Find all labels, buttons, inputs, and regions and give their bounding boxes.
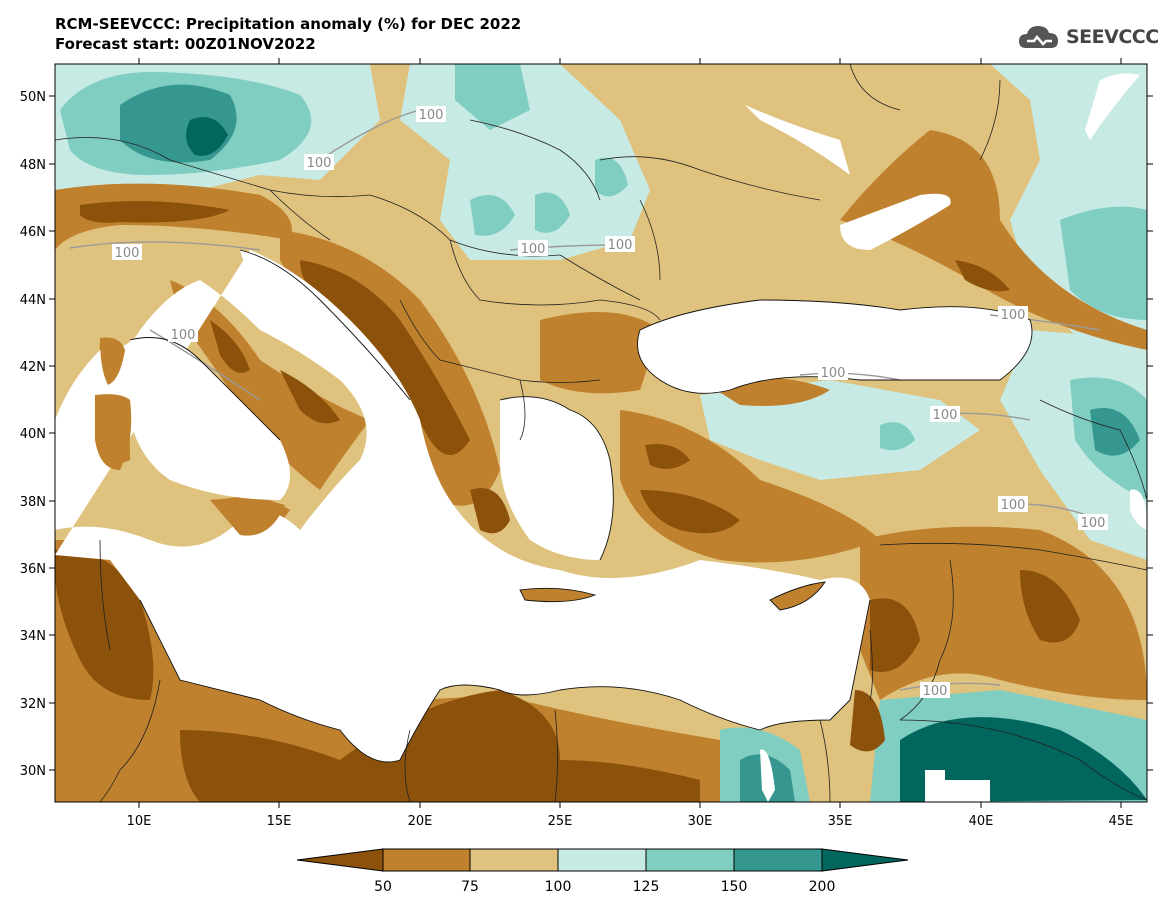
contour-label: 100 xyxy=(1081,516,1106,531)
lat-label: 38N xyxy=(20,495,46,510)
lat-label: 36N xyxy=(20,562,46,577)
contour-label: 100 xyxy=(307,156,332,171)
colorbar-label: 50 xyxy=(374,879,392,895)
crete-island xyxy=(520,588,595,602)
dry-zone-greece xyxy=(470,488,510,534)
wet-spot-anatolia xyxy=(880,422,915,451)
lon-label: 20E xyxy=(408,814,433,829)
very-dry-levant xyxy=(870,598,920,672)
mediterranean-sea xyxy=(55,250,870,762)
colorbar-segment-150-200 xyxy=(733,848,823,872)
contour-labels: 100 100 100 100 100 100 100 100 100 100 … xyxy=(112,106,1108,699)
lat-label: 50N xyxy=(20,90,46,105)
colorbar-segment-50-75 xyxy=(382,848,471,872)
very-dry-alps xyxy=(80,201,230,223)
sicily-island xyxy=(210,498,285,536)
lat-label: 46N xyxy=(20,225,46,240)
tyrrhenian-sea xyxy=(130,337,290,500)
colorbar: 50 75 100 125 150 200 xyxy=(296,848,909,895)
wet-zone-pannonia-inner xyxy=(455,64,530,130)
anomaly-field xyxy=(55,64,1147,802)
dry-zone-levant xyxy=(860,526,1147,700)
logo-text: SEEVCCC xyxy=(1066,26,1159,48)
wet-spot-hungary xyxy=(470,195,515,236)
black-sea xyxy=(637,300,1032,394)
colorbar-label: 100 xyxy=(545,879,572,895)
lat-label: 40N xyxy=(20,427,46,442)
lat-label: 32N xyxy=(20,697,46,712)
very-dry-anatolia-west xyxy=(645,444,690,469)
very-dry-algeria xyxy=(55,549,154,700)
lon-label: 25E xyxy=(548,814,573,829)
chart-title: RCM-SEEVCCC: Precipitation anomaly (%) f… xyxy=(55,14,521,54)
adriatic-sea xyxy=(240,250,410,418)
aegean-sea xyxy=(500,396,614,560)
white-streak-east xyxy=(1085,73,1140,140)
dry-zone-ukraine xyxy=(840,130,1147,350)
colorbar-segment-gt200 xyxy=(821,848,909,872)
colorbar-label: 200 xyxy=(809,879,836,895)
colorbar-segment-100-125 xyxy=(557,848,647,872)
title-line-2: Forecast start: 00Z01NOV2022 xyxy=(55,35,316,53)
contour-label: 100 xyxy=(171,328,196,343)
very-dry-ukraine xyxy=(955,260,1010,292)
cyprus-island xyxy=(770,582,825,610)
lon-label: 40E xyxy=(969,814,994,829)
contour-label: 100 xyxy=(419,108,444,123)
caspian-fragment xyxy=(1130,489,1147,530)
wet-spot-ukraine xyxy=(595,157,628,197)
lon-label: 30E xyxy=(688,814,713,829)
extreme-wet-caucasus xyxy=(1090,408,1140,456)
white-patch-arabia xyxy=(925,770,990,802)
lat-label: 30N xyxy=(20,764,46,779)
white-streak-north xyxy=(745,105,850,175)
colorbar-label: 125 xyxy=(633,879,660,895)
corsica-island xyxy=(100,337,125,385)
sardinia-island xyxy=(95,394,132,470)
latitude-axis: 50N 48N 46N 44N 42N 40N 38N 36N 34N 32N … xyxy=(20,90,1153,779)
very-dry-jordan xyxy=(850,690,885,752)
colorbar-segment-75-100 xyxy=(469,848,559,872)
colorbar-segment-125-150 xyxy=(645,848,735,872)
colorbar-segment-lt50 xyxy=(296,848,384,872)
contour-label: 100 xyxy=(115,246,140,261)
lon-label: 15E xyxy=(267,814,292,829)
contour-label: 100 xyxy=(1001,498,1026,513)
contour-label: 100 xyxy=(608,238,633,253)
lon-label: 10E xyxy=(127,814,152,829)
contour-label: 100 xyxy=(1001,308,1026,323)
lon-label: 35E xyxy=(828,814,853,829)
contour-label: 100 xyxy=(923,684,948,699)
lat-label: 48N xyxy=(20,158,46,173)
colorbar-label: 150 xyxy=(721,879,748,895)
cloud-logo-icon xyxy=(1019,26,1058,48)
wet-zone-east-inner xyxy=(1060,206,1147,320)
very-dry-anatolia xyxy=(640,490,740,534)
very-dry-libya xyxy=(180,690,700,802)
wet-spot-romania xyxy=(535,192,570,233)
lon-label: 45E xyxy=(1109,814,1134,829)
seevccc-logo: SEEVCCC xyxy=(1018,22,1159,52)
extreme-wet-core xyxy=(186,117,228,156)
lat-label: 42N xyxy=(20,360,46,375)
red-sea-fragment xyxy=(760,749,775,802)
contour-label: 100 xyxy=(821,366,846,381)
contour-label: 100 xyxy=(521,242,546,257)
lat-label: 34N xyxy=(20,629,46,644)
very-dry-italy xyxy=(210,320,250,373)
very-dry-syria xyxy=(1020,570,1080,643)
contour-label: 100 xyxy=(933,408,958,423)
very-dry-italy-south xyxy=(280,370,340,424)
dry-zone-bulgaria xyxy=(540,312,660,394)
lat-label: 44N xyxy=(20,293,46,308)
colorbar-label: 75 xyxy=(461,879,479,895)
longitude-axis: 10E 15E 20E 25E 30E 35E 40E 45E xyxy=(127,58,1134,829)
title-line-1: RCM-SEEVCCC: Precipitation anomaly (%) f… xyxy=(55,15,522,33)
sea-of-azov xyxy=(840,193,951,250)
coastlines xyxy=(129,249,1033,763)
wet-zone-pannonia xyxy=(400,64,650,260)
very-dry-balkans xyxy=(300,260,470,455)
